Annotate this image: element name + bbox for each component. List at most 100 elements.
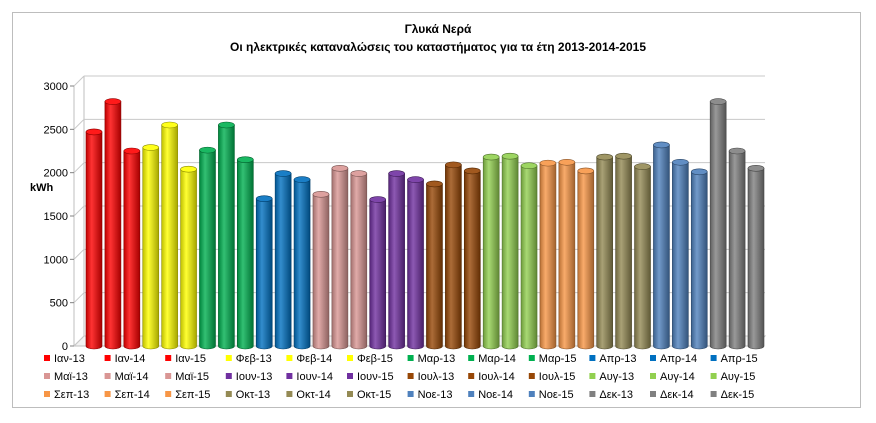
legend-item: Σεπ-14	[104, 389, 150, 401]
legend-swatch	[165, 355, 172, 361]
legend-item: Νοε-13	[407, 389, 452, 401]
legend-item: Μαρ-13	[407, 353, 455, 365]
legend-swatch	[528, 355, 535, 361]
legend-label: Φεβ-13	[236, 353, 272, 365]
gridline-depth	[73, 75, 85, 87]
bar-body	[274, 173, 292, 350]
legend-label: Ιουλ-14	[478, 371, 515, 383]
bar-body	[312, 194, 330, 350]
legend-swatch	[165, 391, 172, 397]
legend-item: Δεκ-13	[589, 389, 633, 401]
bar-body	[218, 124, 235, 350]
legend-item: Ιουλ-15	[528, 371, 575, 383]
legend-label: Αυγ-15	[721, 371, 756, 383]
legend-swatch	[165, 373, 172, 379]
legend-item: Φεβ-15	[347, 353, 393, 365]
bar-top	[482, 153, 500, 161]
bar-top	[596, 153, 613, 161]
legend-swatch	[589, 373, 596, 379]
bar	[218, 121, 235, 350]
bar-body	[123, 150, 141, 350]
legend-label: Νοε-14	[478, 389, 513, 401]
bar-body	[142, 147, 160, 350]
legend-swatch	[225, 373, 232, 379]
bar-top	[501, 152, 519, 160]
legend-swatch	[468, 373, 475, 379]
bar	[312, 191, 330, 350]
legend: Ιαν-13 Ιαν-14 Ιαν-15 Φεβ-13 Φεβ-14 Φεβ-15 Μαρ-…	[44, 353, 758, 401]
legend-label: Σεπ-13	[54, 389, 89, 401]
bar	[199, 146, 216, 350]
bar	[615, 152, 632, 350]
legend-swatch	[710, 373, 717, 379]
legend-label: Νοε-15	[539, 389, 574, 401]
bar	[501, 152, 519, 350]
bar	[596, 153, 613, 350]
bar-body	[577, 170, 595, 350]
bar-top	[709, 98, 727, 105]
bar-top	[653, 141, 670, 149]
bar-body	[634, 166, 651, 350]
legend-label: Οκτ-15	[357, 389, 391, 401]
bar	[293, 176, 311, 350]
legend-label: Οκτ-13	[236, 389, 270, 401]
legend-swatch	[286, 373, 293, 379]
bar-top	[274, 170, 292, 177]
bar-top	[690, 168, 708, 176]
legend-swatch	[225, 355, 232, 361]
bar-top	[218, 121, 235, 129]
bar	[407, 176, 424, 350]
legend-swatch	[44, 355, 50, 361]
legend-item: Οκτ-14	[286, 389, 331, 401]
legend-swatch	[347, 391, 353, 397]
gridline-depth	[73, 118, 85, 130]
y-axis-label: kWh	[30, 182, 54, 194]
bar-body	[199, 149, 216, 350]
legend-item: Αυγ-13	[589, 371, 634, 383]
legend-item: Σεπ-13	[44, 389, 89, 401]
bar	[709, 98, 727, 350]
bar-top	[142, 144, 160, 151]
bar	[463, 167, 481, 350]
bar	[577, 167, 595, 350]
bar-top	[426, 180, 443, 188]
bar-top	[445, 161, 462, 169]
gridline-depth	[73, 205, 85, 217]
legend-swatch	[589, 355, 596, 361]
bar	[180, 165, 197, 350]
legend-item: Ιουλ-14	[468, 371, 515, 383]
legend-item: Σεπ-15	[165, 389, 210, 401]
y-tick-label: 0	[62, 341, 68, 353]
bar-top	[331, 165, 349, 172]
legend-swatch	[347, 355, 353, 361]
bar	[142, 144, 160, 350]
bar-top	[407, 176, 424, 183]
legend-swatch	[650, 355, 656, 361]
bar-top	[634, 163, 651, 170]
legend-item: Ιαν-15	[165, 353, 206, 365]
legend-label: Απρ-15	[721, 353, 758, 365]
legend-item: Μαρ-14	[468, 353, 516, 365]
bar-body	[539, 162, 557, 350]
legend-label: Μαϊ-15	[175, 371, 209, 383]
bar-top	[577, 167, 595, 175]
bar-body	[426, 183, 443, 350]
legend-item: Απρ-15	[710, 353, 758, 365]
bar-body	[747, 168, 765, 350]
bar-body	[369, 199, 387, 350]
bar	[388, 170, 405, 350]
legend-label: Ιουν-14	[296, 371, 333, 383]
legend-item: Μαϊ-15	[165, 371, 209, 383]
bar-top	[388, 170, 405, 177]
legend-swatch	[710, 355, 717, 361]
bar-top	[161, 121, 178, 129]
legend-swatch	[225, 391, 232, 397]
y-tick-label: 1500	[44, 211, 68, 223]
legend-label: Δεκ-13	[599, 389, 633, 401]
bar-body	[237, 159, 254, 350]
bar	[539, 159, 557, 350]
legend-label: Μαρ-15	[539, 353, 577, 365]
legend-item: Μαϊ-13	[44, 371, 88, 383]
bar-top	[255, 195, 273, 202]
bar	[520, 162, 538, 350]
